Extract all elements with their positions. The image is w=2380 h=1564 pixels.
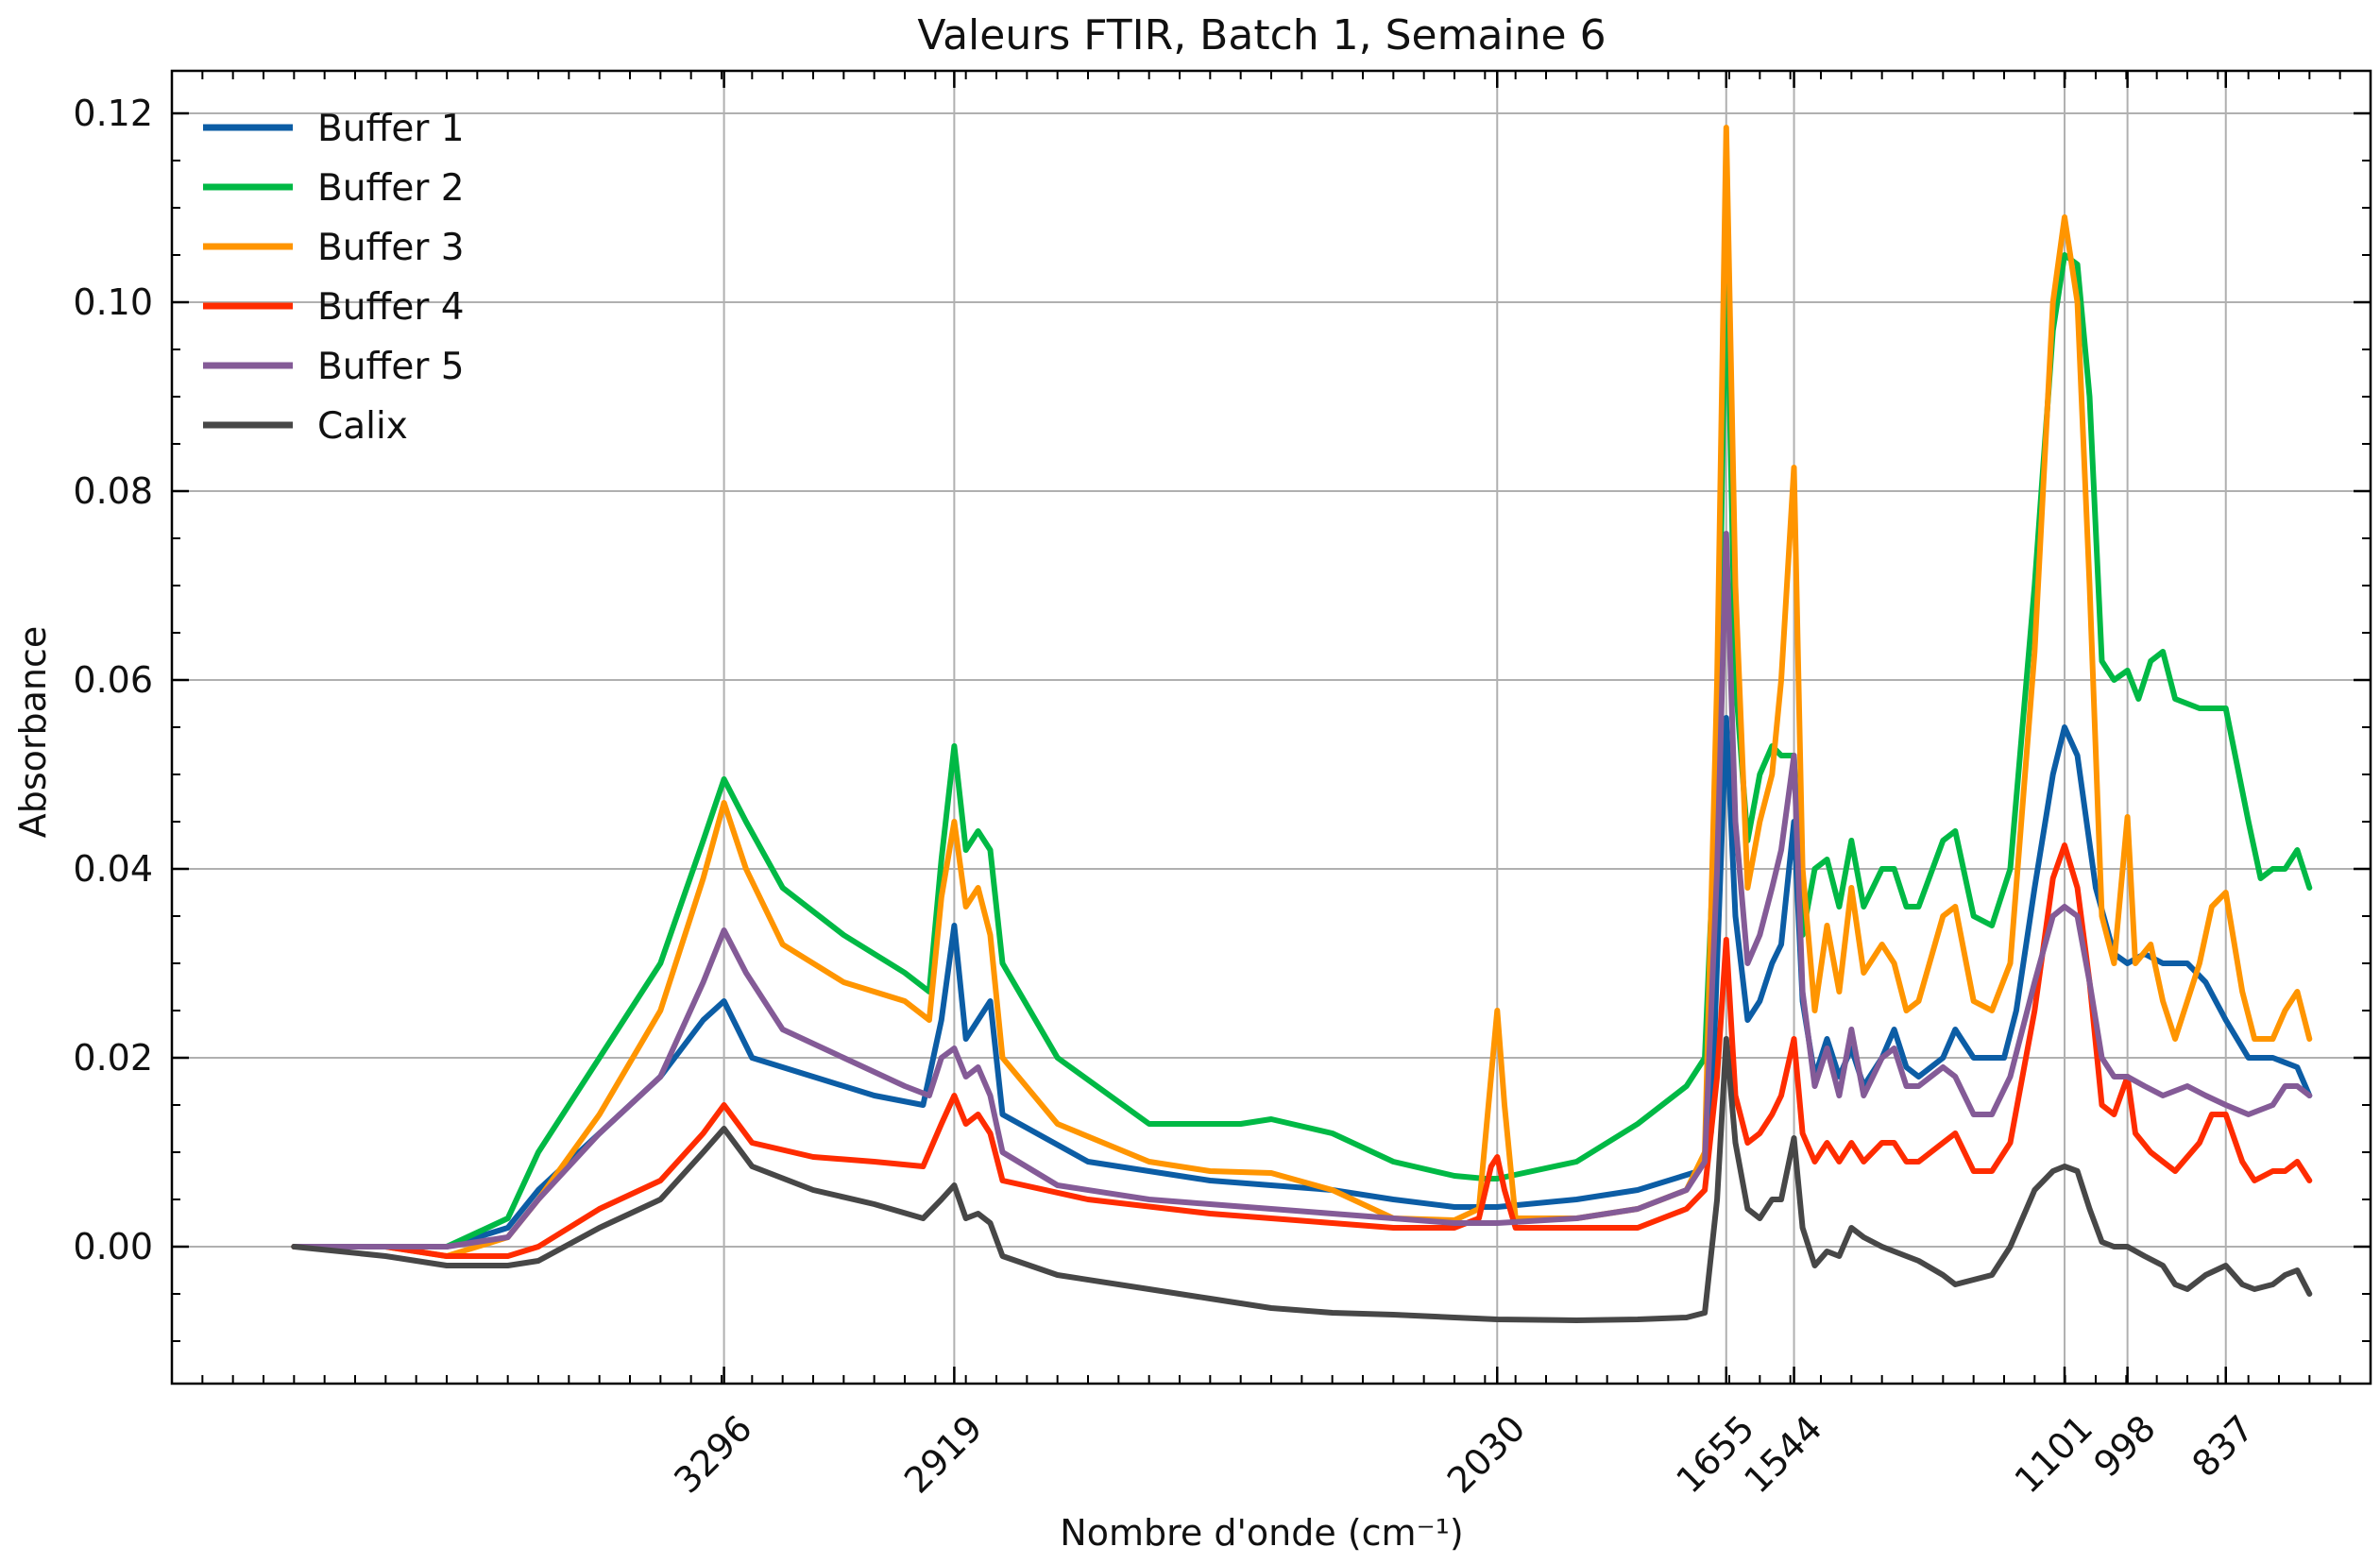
legend-label: Buffer 4 (317, 286, 465, 329)
series-line-buffer-3 (291, 125, 2313, 1259)
x-tick-label: 3296 (666, 1407, 760, 1502)
legend-label: Buffer 2 (317, 167, 465, 210)
legend-label: Buffer 5 (317, 346, 465, 388)
plot-lines (291, 125, 2313, 1323)
series-line-buffer-4 (291, 842, 2313, 1259)
legend: Buffer 1 Buffer 2 Buffer 3 Buffer 4 Buffer 5… (203, 108, 465, 448)
y-tick-label: 0.10 (73, 281, 153, 323)
chart-title: Valeurs FTIR, Batch 1, Semaine 6 (917, 11, 1606, 60)
y-axis-label: Absorbance (12, 626, 54, 839)
x-tick-label: 837 (2184, 1407, 2262, 1485)
y-tick-label: 0.00 (73, 1226, 153, 1267)
y-tick-label: 0.12 (73, 93, 153, 134)
x-axis-label: Nombre d'onde (cm⁻¹) (1060, 1512, 1463, 1554)
series-line-buffer-2 (291, 233, 2313, 1250)
x-tick-label: 2919 (896, 1407, 991, 1502)
y-tick-label: 0.08 (73, 470, 153, 512)
legend-label: Buffer 3 (317, 227, 465, 269)
axis-ticks (171, 71, 2372, 1384)
x-tick-label: 2030 (1439, 1407, 1534, 1502)
y-tick-label: 0.06 (73, 659, 153, 701)
y-tick-labels: 0.00 0.02 0.04 0.06 0.08 0.10 0.12 (73, 93, 153, 1267)
series-line-buffer-5 (291, 531, 2313, 1250)
x-tick-label: 1655 (1668, 1407, 1762, 1502)
y-tick-label: 0.02 (73, 1037, 153, 1079)
series-line-calix (291, 1036, 2313, 1323)
legend-label: Calix (317, 405, 408, 448)
x-tick-label: 998 (2085, 1407, 2163, 1485)
legend-label: Buffer 1 (317, 108, 465, 150)
x-tick-label: 1544 (1736, 1407, 1830, 1502)
series-line-buffer-1 (291, 715, 2313, 1250)
y-tick-label: 0.04 (73, 848, 153, 890)
